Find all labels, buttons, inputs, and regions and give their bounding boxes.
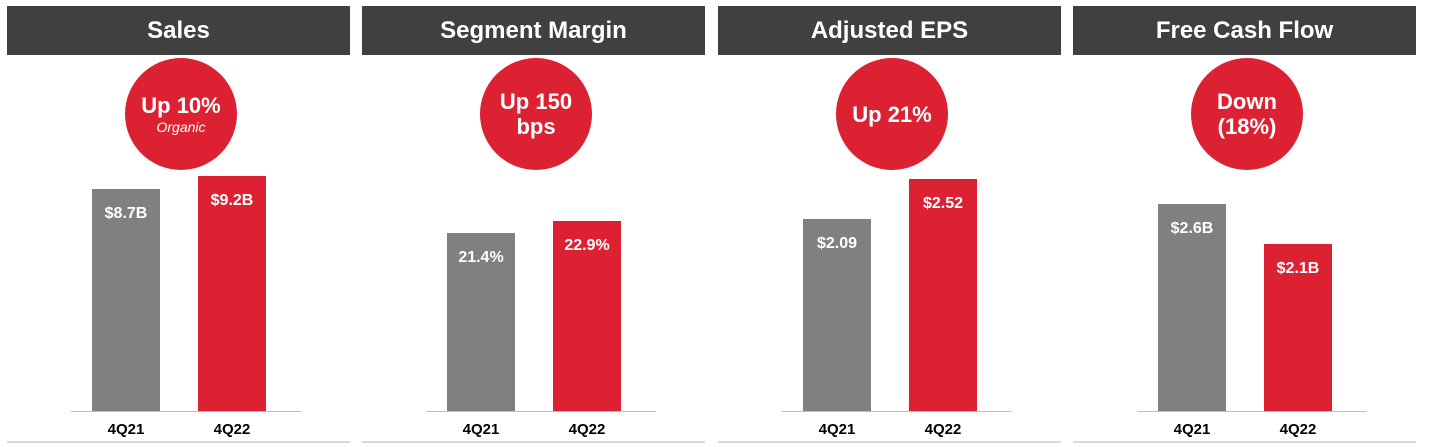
kpi-panel: Adjusted EPS Up 21% $2.09 4Q21 $2.52 4Q22	[718, 0, 1061, 447]
x-axis-line	[782, 411, 1012, 412]
x-tick-label: 4Q22	[924, 421, 962, 438]
badge-subtext: Organic	[156, 118, 206, 135]
x-axis-line	[71, 411, 301, 412]
bar-4q22	[198, 176, 266, 411]
change-badge: Down (18%)	[1191, 58, 1303, 170]
kpi-panel: Free Cash Flow Down (18%) $2.6B 4Q21 $2.1B 4Q2…	[1073, 0, 1416, 447]
badge-text: Up 21%	[852, 101, 932, 127]
divider	[718, 441, 1061, 443]
x-tick-label: 4Q21	[462, 421, 500, 438]
bar-4q21	[92, 189, 160, 411]
panel-title: Sales	[7, 6, 350, 55]
x-tick-label: 4Q22	[1279, 421, 1317, 438]
data-label: $2.52	[922, 195, 964, 212]
bar-4q22	[1264, 244, 1332, 411]
bar-4q21	[447, 233, 515, 411]
change-badge: Up 150 bps	[480, 58, 592, 170]
x-axis-line	[426, 411, 656, 412]
bar-4q22	[909, 179, 977, 411]
badge-text: (18%)	[1217, 114, 1277, 139]
data-label: $2.6B	[1170, 220, 1214, 237]
kpi-panel: Segment Margin Up 150 bps 21.4% 4Q21 22.9% 4Q2…	[362, 0, 705, 447]
x-tick-label: 4Q21	[107, 421, 145, 438]
x-tick-label: 4Q22	[568, 421, 606, 438]
divider	[362, 441, 705, 443]
bar-4q21	[803, 219, 871, 411]
x-tick-label: 4Q22	[213, 421, 251, 438]
bar-4q21	[1158, 204, 1226, 411]
kpi-panel: Sales Up 10% Organic $8.7B 4Q21 $9.2B 4Q22	[7, 0, 350, 447]
badge-text: Up 10%	[141, 92, 221, 118]
badge-text: Down	[1217, 89, 1277, 114]
panel-title: Adjusted EPS	[718, 6, 1061, 55]
change-badge: Up 21%	[836, 58, 948, 170]
divider	[7, 441, 350, 443]
x-tick-label: 4Q21	[1173, 421, 1211, 438]
divider	[1073, 441, 1416, 443]
panel-title: Segment Margin	[362, 6, 705, 55]
panel-title: Free Cash Flow	[1073, 6, 1416, 55]
data-label: $8.7B	[104, 205, 148, 222]
data-label: $9.2B	[210, 192, 254, 209]
x-axis-line	[1137, 411, 1367, 412]
badge-text: bps	[516, 114, 556, 139]
data-label: 22.9%	[564, 237, 610, 254]
data-label: 21.4%	[458, 249, 504, 266]
data-label: $2.1B	[1276, 260, 1320, 277]
bar-4q22	[553, 221, 621, 411]
x-tick-label: 4Q21	[818, 421, 856, 438]
badge-text: Up 150	[499, 89, 573, 114]
data-label: $2.09	[816, 235, 858, 252]
change-badge: Up 10% Organic	[125, 58, 237, 170]
